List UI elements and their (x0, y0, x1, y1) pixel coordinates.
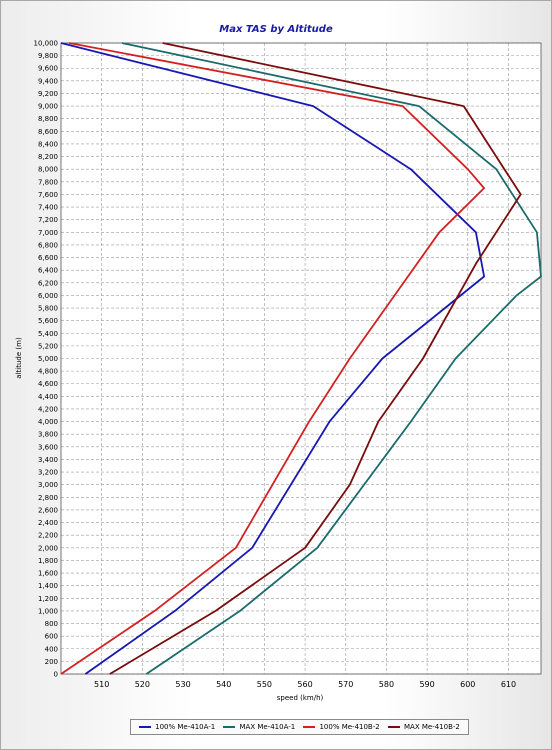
x-tick-label: 550 (257, 680, 272, 689)
y-tick-label: 9,400 (38, 77, 58, 85)
y-tick-label: 9,800 (38, 52, 58, 60)
y-tick-label: 4,800 (38, 368, 58, 376)
y-tick-label: 3,000 (38, 481, 58, 489)
x-tick-label: 610 (501, 680, 516, 689)
y-tick-label: 8,200 (38, 153, 58, 161)
x-tick-label: 580 (379, 680, 394, 689)
y-tick-label: 3,400 (38, 456, 58, 464)
y-tick-label: 2,200 (38, 532, 58, 540)
y-tick-label: 1,200 (38, 595, 58, 603)
y-tick-label: 7,600 (38, 191, 58, 199)
legend-swatch (387, 726, 400, 728)
legend-item-2: 100% Me-410B-2 (303, 723, 380, 731)
y-tick-label: 5,800 (38, 305, 58, 313)
series-line-3 (109, 42, 522, 675)
y-tick-label: 5,000 (38, 355, 58, 363)
series-layer (60, 42, 542, 675)
grid-layer (61, 42, 541, 675)
y-tick-label: 9,600 (38, 65, 58, 73)
plot-border (60, 42, 542, 675)
y-tick-label: 2,800 (38, 494, 58, 502)
legend-swatch (223, 726, 236, 728)
y-tick-label: 8,400 (38, 140, 58, 148)
y-tick-label: 0 (54, 671, 58, 679)
y-tick-label: 3,800 (38, 431, 58, 439)
y-tick-label: 6,800 (38, 241, 58, 249)
y-tick-label: 9,000 (38, 103, 58, 111)
series-line-0 (60, 42, 486, 675)
x-tick-label: 520 (135, 680, 150, 689)
y-tick-label: 1,600 (38, 570, 58, 578)
x-tick-label: 590 (419, 680, 434, 689)
legend-label: 100% Me-410B-2 (319, 723, 380, 731)
y-tick-label: 8,800 (38, 115, 58, 123)
y-tick-label: 800 (45, 620, 58, 628)
y-tick-label: 7,800 (38, 178, 58, 186)
y-tick-label: 7,000 (38, 229, 58, 237)
y-tick-label: 2,600 (38, 506, 58, 514)
legend-label: 100% Me-410A-1 (155, 723, 216, 731)
y-tick-label: 7,400 (38, 204, 58, 212)
y-tick-label: 6,600 (38, 254, 58, 262)
y-tick-label: 200 (45, 658, 58, 666)
x-tick-label: 600 (460, 680, 475, 689)
y-tick-label: 6,000 (38, 292, 58, 300)
x-tick-label: 570 (338, 680, 353, 689)
chart-title: Max TAS by Altitude (219, 24, 333, 35)
chart-legend: 100% Me-410A-1 MAX Me-410A-1 100% Me-410… (130, 719, 469, 735)
legend-item-3: MAX Me-410B-2 (387, 723, 460, 731)
y-tick-label: 7,200 (38, 216, 58, 224)
y-tick-label: 8,600 (38, 128, 58, 136)
y-tick-label: 1,800 (38, 557, 58, 565)
series-line-2 (60, 42, 486, 675)
y-tick-label: 1,000 (38, 607, 58, 615)
series-line-1 (121, 42, 542, 675)
legend-label: MAX Me-410A-1 (239, 723, 296, 731)
legend-item-0: 100% Me-410A-1 (139, 723, 215, 731)
legend-item-1: MAX Me-410A-1 (223, 723, 295, 731)
y-tick-label: 2,400 (38, 519, 58, 527)
y-tick-label: 600 (45, 633, 58, 641)
y-tick-label: 3,600 (38, 443, 58, 451)
y-tick-label: 9,200 (38, 90, 58, 98)
y-tick-label: 3,200 (38, 469, 58, 477)
y-tick-label: 5,600 (38, 317, 58, 325)
y-tick-label: 400 (45, 645, 58, 653)
y-tick-label: 4,400 (38, 393, 58, 401)
legend-label: MAX Me-410B-2 (403, 723, 460, 731)
y-tick-label: 4,000 (38, 418, 58, 426)
y-tick-label: 6,400 (38, 267, 58, 275)
y-tick-label: 1,400 (38, 582, 58, 590)
x-axis-label: speed (km/h) (277, 694, 324, 702)
y-tick-label: 10,000 (34, 40, 59, 48)
y-tick-label: 6,200 (38, 279, 58, 287)
y-tick-label: 2,000 (38, 544, 58, 552)
y-tick-label: 4,200 (38, 405, 58, 413)
x-tick-label: 530 (175, 680, 190, 689)
y-tick-label: 4,600 (38, 380, 58, 388)
x-tick-label: 540 (216, 680, 231, 689)
x-tick-label: 510 (94, 680, 109, 689)
x-tick-label: 560 (297, 680, 312, 689)
legend-swatch (139, 726, 152, 728)
legend-swatch (303, 726, 316, 728)
y-tick-label: 8,000 (38, 166, 58, 174)
y-axis-label: altitude (m) (15, 337, 23, 379)
y-tick-label: 5,400 (38, 330, 58, 338)
axis-layer: 0 200 400 600 800 1,000 1,200 1,400 1,600 1,800 2,… (34, 40, 542, 689)
y-tick-label: 5,200 (38, 342, 58, 350)
